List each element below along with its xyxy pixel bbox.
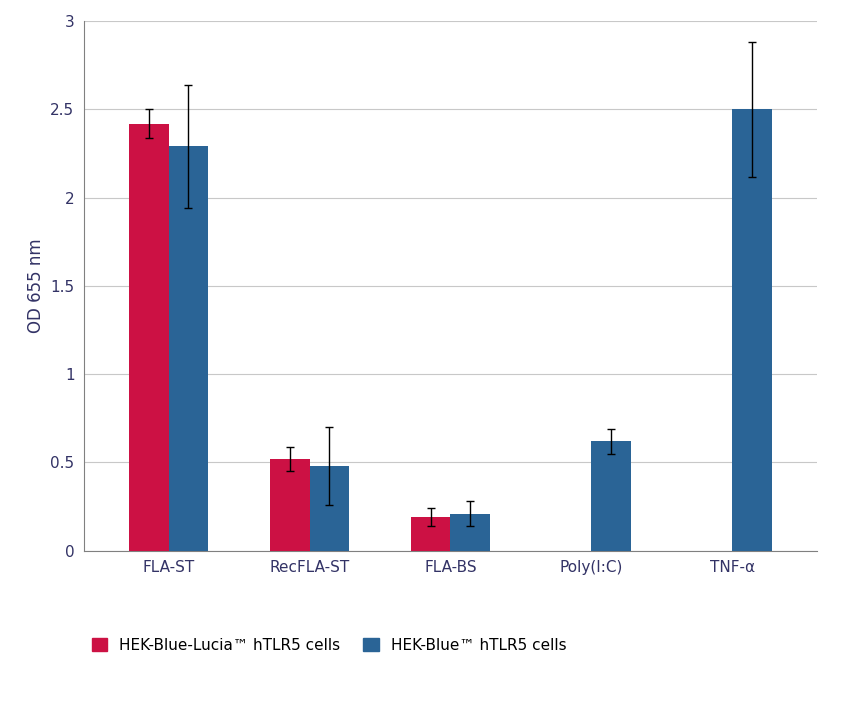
Legend: HEK-Blue-Lucia™ hTLR5 cells, HEK-Blue™ hTLR5 cells: HEK-Blue-Lucia™ hTLR5 cells, HEK-Blue™ h… [92, 638, 567, 653]
Bar [450, 514, 490, 551]
Bar [411, 517, 450, 551]
Bar [591, 441, 631, 551]
Bar [130, 124, 168, 551]
Bar [270, 459, 310, 551]
Y-axis label: OD 655 nm: OD 655 nm [27, 239, 45, 333]
Bar [168, 147, 208, 551]
Bar [310, 466, 349, 551]
Bar [733, 109, 771, 551]
